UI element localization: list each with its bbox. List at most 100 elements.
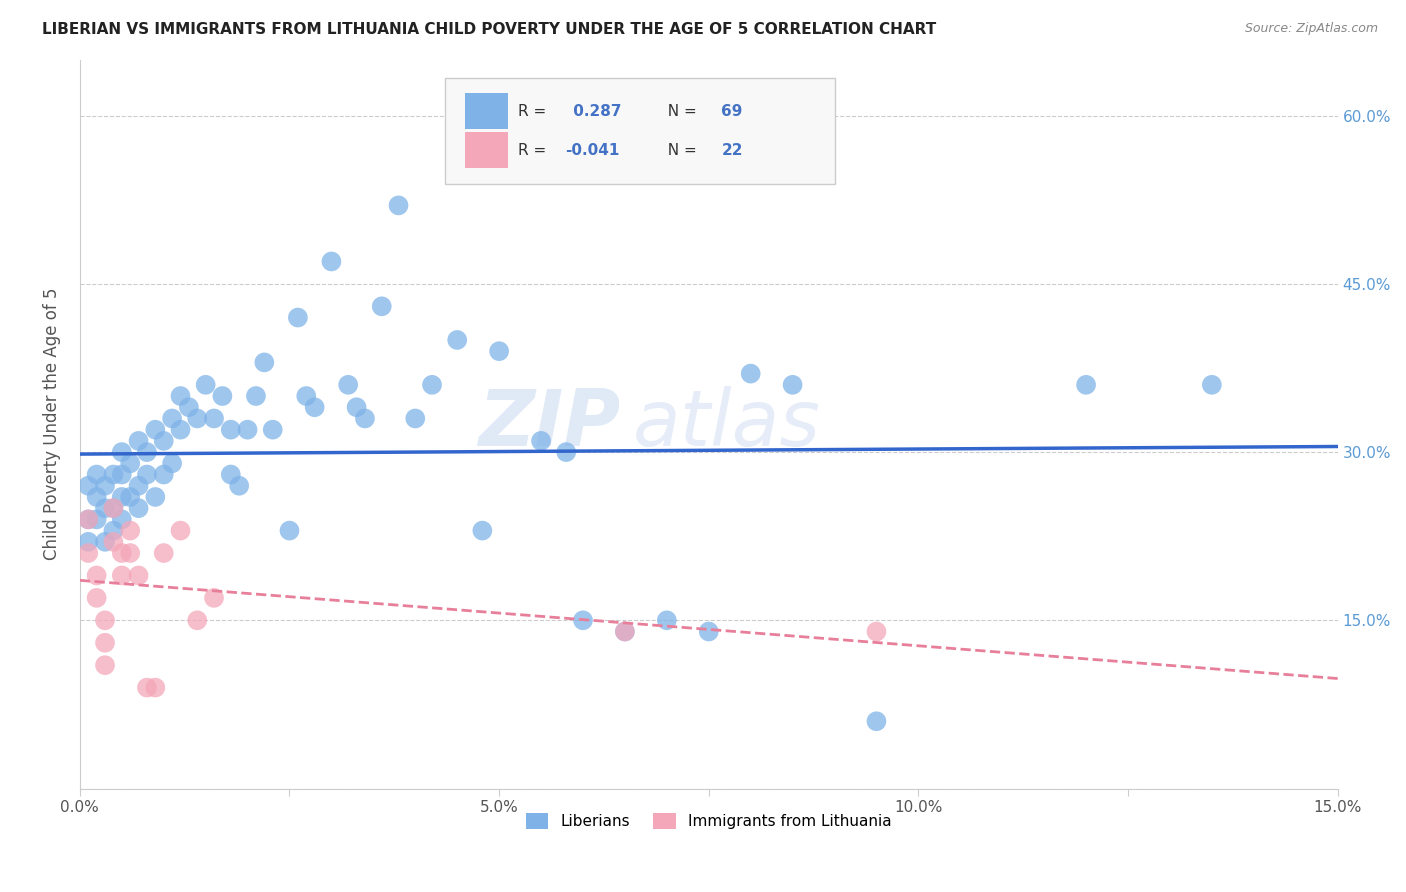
Point <box>304 401 326 415</box>
Text: ZIP: ZIP <box>478 386 620 462</box>
Point <box>321 254 343 268</box>
Point <box>136 681 159 695</box>
Point <box>202 591 225 605</box>
Point <box>387 198 409 212</box>
Text: R =: R = <box>517 144 551 158</box>
Point <box>103 534 125 549</box>
Point <box>103 501 125 516</box>
Point <box>446 333 468 347</box>
Point <box>77 512 100 526</box>
Point <box>77 479 100 493</box>
Point <box>94 534 117 549</box>
Point <box>111 467 134 482</box>
Point <box>740 367 762 381</box>
Point <box>865 714 887 729</box>
Point <box>1201 377 1223 392</box>
Text: 22: 22 <box>721 144 742 158</box>
Point <box>111 568 134 582</box>
Point <box>219 423 242 437</box>
Point <box>186 613 208 627</box>
Point <box>77 546 100 560</box>
Point <box>111 445 134 459</box>
Point <box>120 524 142 538</box>
Text: LIBERIAN VS IMMIGRANTS FROM LITHUANIA CHILD POVERTY UNDER THE AGE OF 5 CORRELATI: LIBERIAN VS IMMIGRANTS FROM LITHUANIA CH… <box>42 22 936 37</box>
Point <box>160 456 183 470</box>
Point <box>103 524 125 538</box>
Point <box>152 467 174 482</box>
Point <box>136 445 159 459</box>
Point <box>111 490 134 504</box>
Point <box>782 377 804 392</box>
FancyBboxPatch shape <box>444 78 835 184</box>
Point <box>94 501 117 516</box>
Point <box>86 467 108 482</box>
Point <box>228 479 250 493</box>
Point <box>143 423 166 437</box>
Point <box>128 479 150 493</box>
Point <box>86 591 108 605</box>
Y-axis label: Child Poverty Under the Age of 5: Child Poverty Under the Age of 5 <box>44 288 60 560</box>
Point <box>128 434 150 448</box>
Point <box>77 512 100 526</box>
Point <box>94 658 117 673</box>
Point <box>346 401 368 415</box>
Point <box>194 377 217 392</box>
Point <box>160 411 183 425</box>
Point <box>177 401 200 415</box>
Point <box>143 490 166 504</box>
Point <box>488 344 510 359</box>
Point <box>111 546 134 560</box>
Point <box>211 389 233 403</box>
Point <box>613 624 636 639</box>
Point <box>136 467 159 482</box>
Point <box>471 524 494 538</box>
Point <box>865 624 887 639</box>
Point <box>169 524 191 538</box>
Point <box>253 355 276 369</box>
Point <box>103 467 125 482</box>
Point <box>337 377 360 392</box>
Point <box>371 299 394 313</box>
Point <box>655 613 678 627</box>
Point <box>420 377 443 392</box>
Point <box>236 423 259 437</box>
Point <box>613 624 636 639</box>
Text: N =: N = <box>658 144 702 158</box>
Point <box>295 389 318 403</box>
Point <box>120 456 142 470</box>
Point <box>219 467 242 482</box>
Point <box>143 681 166 695</box>
Point <box>120 490 142 504</box>
Point <box>86 490 108 504</box>
Point <box>86 568 108 582</box>
Point <box>404 411 426 425</box>
Point <box>120 546 142 560</box>
Point <box>262 423 284 437</box>
Point <box>94 479 117 493</box>
Text: R =: R = <box>517 103 551 119</box>
Text: N =: N = <box>658 103 702 119</box>
FancyBboxPatch shape <box>465 93 508 128</box>
Point <box>128 501 150 516</box>
Point <box>152 434 174 448</box>
Text: Source: ZipAtlas.com: Source: ZipAtlas.com <box>1244 22 1378 36</box>
Text: atlas: atlas <box>633 386 821 462</box>
Point <box>128 568 150 582</box>
Point <box>86 512 108 526</box>
Point <box>94 613 117 627</box>
Text: -0.041: -0.041 <box>565 144 620 158</box>
Point <box>354 411 377 425</box>
Point <box>77 534 100 549</box>
Point <box>1074 377 1097 392</box>
Point <box>245 389 267 403</box>
Point <box>103 501 125 516</box>
FancyBboxPatch shape <box>465 133 508 169</box>
Text: 0.287: 0.287 <box>568 103 621 119</box>
Text: 69: 69 <box>721 103 742 119</box>
Point <box>111 512 134 526</box>
Point <box>530 434 553 448</box>
Point <box>278 524 301 538</box>
Point <box>555 445 578 459</box>
Point <box>186 411 208 425</box>
Point <box>697 624 720 639</box>
